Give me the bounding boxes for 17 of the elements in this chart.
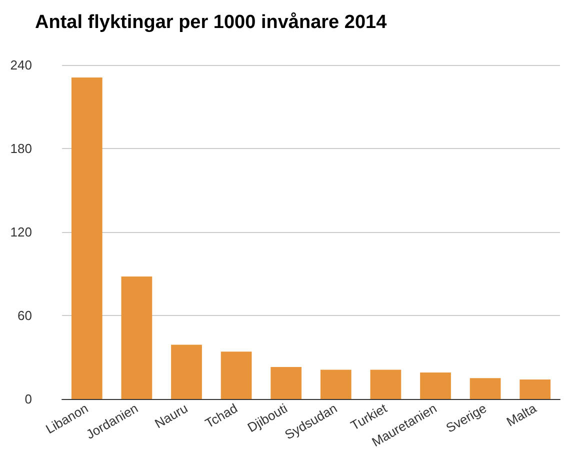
y-tick-label: 120: [10, 224, 32, 240]
y-tick-label: 0: [24, 392, 32, 406]
bar: [470, 378, 501, 399]
bar: [420, 372, 451, 399]
chart-title: Antal flyktingar per 1000 invånare 2014: [35, 12, 388, 33]
bar: [320, 370, 352, 399]
bar: [71, 78, 102, 399]
x-tick-label: Malta: [504, 400, 540, 430]
bar: [520, 380, 551, 399]
bar: [171, 344, 202, 399]
bar: [270, 366, 302, 399]
y-tick-label: 240: [10, 58, 32, 72]
bar: [370, 370, 402, 399]
y-tick-label: 180: [10, 141, 32, 156]
bar: [121, 276, 152, 399]
y-tick-label: 60: [18, 308, 32, 323]
bar: [220, 352, 252, 399]
